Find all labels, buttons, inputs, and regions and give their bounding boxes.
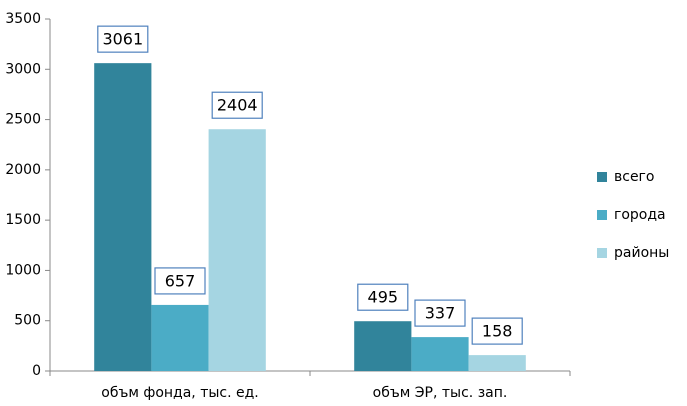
legend-swatch	[597, 210, 607, 220]
y-tick-label: 3500	[5, 11, 41, 27]
data-label-box	[414, 299, 466, 327]
data-label-box	[211, 91, 263, 119]
data-label-box	[357, 283, 409, 311]
y-tick-label: 500	[14, 313, 41, 329]
x-tick-label: объм фонда, тыс. ед.	[101, 385, 259, 401]
bar	[468, 355, 526, 371]
y-tick-label: 3000	[5, 61, 41, 77]
data-label: 158	[482, 322, 513, 341]
legend-label: города	[614, 207, 666, 223]
y-tick-label: 1500	[5, 212, 41, 228]
y-tick-label: 2000	[5, 162, 41, 178]
data-label: 495	[368, 288, 399, 307]
data-label-box	[471, 317, 523, 345]
legend-label: районы	[614, 245, 669, 261]
data-label: 337	[425, 304, 456, 323]
y-tick-label: 1000	[5, 262, 41, 278]
x-tick-label: объм ЭР, тыс. зап.	[373, 385, 508, 401]
legend-swatch	[597, 172, 607, 182]
data-label: 3061	[102, 30, 143, 49]
data-label: 657	[165, 271, 196, 290]
bar	[411, 337, 469, 371]
legend-label: всего	[614, 169, 654, 185]
bar	[151, 304, 209, 371]
data-label-box	[154, 267, 206, 295]
y-tick-label: 2500	[5, 112, 41, 128]
legend-swatch	[597, 248, 607, 258]
bar	[208, 129, 266, 371]
y-tick-label: 0	[32, 363, 41, 379]
bar	[354, 321, 412, 371]
bar	[94, 63, 152, 372]
data-label-box	[97, 25, 149, 53]
data-label: 2404	[217, 96, 258, 115]
